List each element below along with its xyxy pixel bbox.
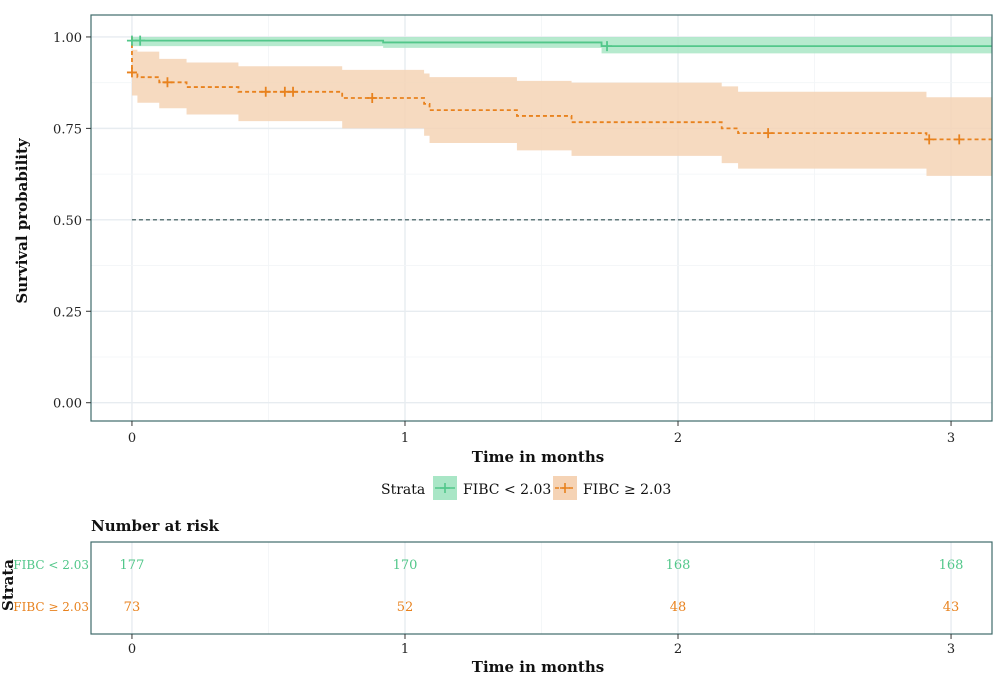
x-tick-label: 1 <box>401 431 409 446</box>
risk-count: 168 <box>939 558 964 573</box>
risk-count: 73 <box>124 600 141 615</box>
censor-mark <box>260 86 271 97</box>
risk-count: 177 <box>120 558 145 573</box>
risk-table-border <box>90 541 993 635</box>
y-axis-title: Survival probability <box>13 137 31 304</box>
x-tick-label: 2 <box>674 431 682 446</box>
risk-table-y-title: Strata <box>0 559 17 611</box>
x-tick-label: 0 <box>128 431 136 446</box>
risk-x-tick-label: 0 <box>128 642 136 657</box>
legend-label-low: FIBC < 2.03 <box>463 482 551 498</box>
y-axis-ticks: 0.00 0.25 0.50 0.75 1.00 <box>53 31 91 412</box>
risk-table-title: Number at risk <box>91 517 220 535</box>
risk-table-values: 177 170 168 168 73 52 48 43 <box>120 558 964 615</box>
risk-count: 43 <box>943 600 960 615</box>
censor-mark <box>954 134 965 145</box>
legend-label-high: FIBC ≥ 2.03 <box>583 482 671 498</box>
x-axis-ticks: 0 1 2 3 <box>128 421 955 446</box>
risk-count: 48 <box>670 600 687 615</box>
censor-mark <box>763 128 774 139</box>
risk-table-gridlines <box>131 542 952 634</box>
censor-mark <box>162 77 173 88</box>
confidence-band-high <box>131 49 993 176</box>
risk-x-tick-label: 2 <box>674 642 682 657</box>
censor-mark <box>367 93 378 104</box>
risk-table-panel: 177 170 168 168 73 52 48 43 FIBC < 2.03 FIBC ≥ 2… <box>13 541 993 657</box>
risk-x-tick-label: 3 <box>947 642 955 657</box>
risk-row-label: FIBC ≥ 2.03 <box>13 600 89 614</box>
y-tick-label: 0.25 <box>53 305 82 320</box>
censor-mark <box>924 134 935 145</box>
risk-count: 52 <box>397 600 414 615</box>
risk-table-x-ticks: 0 1 2 3 <box>128 634 955 657</box>
x-tick-label: 3 <box>947 431 955 446</box>
risk-table-row-labels: FIBC < 2.03 FIBC ≥ 2.03 <box>13 558 89 614</box>
legend-key-high-marker <box>560 483 570 493</box>
y-tick-label: 0.00 <box>53 397 82 412</box>
censor-mark <box>135 35 146 46</box>
survival-plot-panel: 0 1 2 3 0.00 0.25 0.50 0.75 1.00 <box>53 14 993 446</box>
x-axis-title: Time in months <box>472 448 604 466</box>
legend-key-high <box>553 476 577 500</box>
risk-count: 168 <box>666 558 691 573</box>
risk-x-tick-label: 1 <box>401 642 409 657</box>
legend-key-low-marker <box>440 483 450 493</box>
risk-row-label: FIBC < 2.03 <box>13 558 89 572</box>
censor-marks <box>126 35 965 145</box>
y-tick-label: 1.00 <box>53 31 82 46</box>
legend: Strata FIBC < 2.03 FIBC ≥ 2.03 <box>381 476 671 500</box>
survival-curve-high <box>131 36 992 141</box>
y-tick-label: 0.75 <box>53 122 82 137</box>
legend-key-low <box>433 476 457 500</box>
censor-mark <box>126 67 137 78</box>
plot-border <box>90 14 993 422</box>
censor-mark <box>288 86 299 97</box>
censor-mark <box>602 41 613 52</box>
legend-title: Strata <box>381 482 425 498</box>
y-tick-label: 0.50 <box>53 214 82 229</box>
risk-table-x-title: Time in months <box>472 658 604 676</box>
risk-count: 170 <box>393 558 418 573</box>
